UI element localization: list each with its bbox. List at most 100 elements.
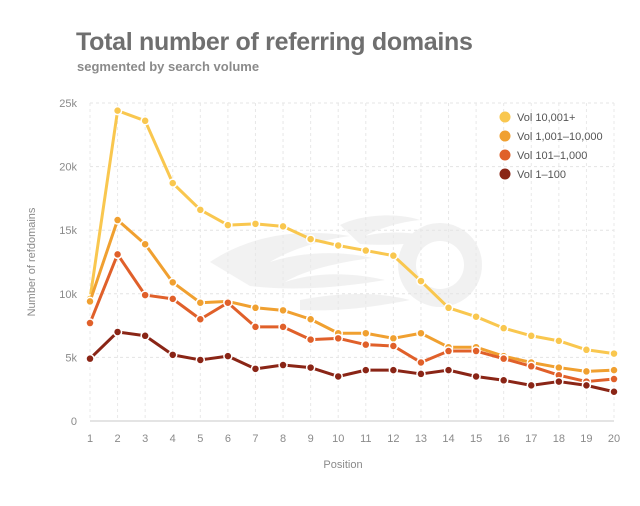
data-point[interactable]	[305, 334, 316, 345]
data-point[interactable]	[195, 297, 206, 308]
x-tick-label: 3	[142, 433, 148, 445]
data-point[interactable]	[609, 386, 619, 397]
data-point[interactable]	[140, 239, 150, 249]
data-point[interactable]	[416, 328, 426, 338]
data-point[interactable]	[443, 303, 454, 313]
x-axis-label: Position	[323, 459, 362, 471]
data-point[interactable]	[388, 365, 399, 375]
data-point[interactable]	[388, 333, 399, 344]
data-point[interactable]	[278, 322, 288, 332]
legend-marker	[499, 130, 511, 142]
data-point[interactable]	[195, 314, 206, 324]
data-point[interactable]	[250, 364, 261, 374]
data-point[interactable]	[140, 116, 150, 126]
x-tick-label: 10	[332, 433, 344, 445]
series-layer	[85, 105, 619, 397]
data-point[interactable]	[223, 297, 233, 308]
data-point[interactable]	[223, 351, 233, 361]
legend-label: Vol 1–100	[517, 169, 566, 181]
data-point[interactable]	[333, 371, 343, 382]
data-point[interactable]	[609, 374, 619, 384]
data-point[interactable]	[498, 353, 509, 364]
data-point[interactable]	[112, 215, 123, 225]
data-point[interactable]	[416, 276, 426, 286]
data-point[interactable]	[250, 303, 261, 313]
data-point[interactable]	[416, 357, 426, 368]
x-tick-label: 2	[115, 433, 121, 445]
data-point[interactable]	[416, 369, 426, 379]
data-point[interactable]	[278, 360, 288, 370]
data-point[interactable]	[305, 234, 316, 244]
data-point[interactable]	[498, 323, 509, 333]
data-point[interactable]	[167, 350, 178, 360]
data-point[interactable]	[167, 294, 178, 304]
y-axis-label: Number of refdomains	[26, 207, 38, 316]
data-point[interactable]	[526, 380, 537, 391]
y-tick-label: 15k	[59, 225, 77, 237]
data-point[interactable]	[361, 328, 371, 338]
data-point[interactable]	[554, 362, 564, 373]
data-point[interactable]	[140, 290, 150, 300]
x-tick-label: 19	[580, 433, 592, 445]
data-point[interactable]	[112, 249, 123, 260]
data-point[interactable]	[581, 366, 592, 377]
x-tick-label: 12	[387, 433, 399, 445]
legend-item[interactable]: Vol 101–1,000	[499, 149, 588, 163]
data-point[interactable]	[333, 333, 343, 344]
data-point[interactable]	[361, 339, 371, 350]
legend-item[interactable]: Vol 1,001–10,000	[499, 130, 603, 144]
data-point[interactable]	[85, 296, 95, 307]
legend-label: Vol 101–1,000	[517, 150, 587, 162]
data-point[interactable]	[112, 327, 123, 337]
y-axis: 0 5k 10k 15k 20k 25k	[59, 98, 77, 428]
logo-watermark	[210, 215, 482, 311]
data-point[interactable]	[388, 341, 399, 351]
data-point[interactable]	[305, 314, 316, 324]
data-point[interactable]	[498, 375, 509, 386]
data-point[interactable]	[223, 220, 233, 230]
data-point[interactable]	[471, 371, 481, 382]
data-point[interactable]	[443, 346, 454, 356]
y-tick-label: 25k	[59, 98, 77, 110]
data-point[interactable]	[278, 305, 288, 316]
data-point[interactable]	[305, 362, 316, 373]
legend-marker	[499, 168, 511, 180]
data-point[interactable]	[167, 178, 178, 188]
data-point[interactable]	[471, 346, 481, 356]
data-point[interactable]	[250, 322, 261, 332]
data-point[interactable]	[85, 318, 95, 328]
data-point[interactable]	[278, 221, 288, 232]
chart-subtitle: segmented by search volume	[77, 59, 260, 74]
y-tick-label: 20k	[59, 162, 77, 174]
data-point[interactable]	[140, 331, 150, 341]
x-tick-label: 11	[360, 433, 371, 445]
data-point[interactable]	[85, 353, 95, 364]
data-point[interactable]	[554, 336, 564, 346]
legend-item[interactable]: Vol 10,001+	[499, 111, 576, 125]
data-point[interactable]	[195, 355, 206, 365]
data-point[interactable]	[554, 376, 564, 387]
data-point[interactable]	[361, 245, 371, 256]
legend-item[interactable]: Vol 1–100	[499, 168, 566, 182]
x-tick-label: 20	[608, 433, 620, 445]
data-point[interactable]	[581, 345, 592, 355]
x-axis: 1 2 3 4 5 6 7 8 9 10 11 12 13 14 15 16 17 18 19 20	[87, 433, 620, 445]
data-point[interactable]	[361, 365, 371, 375]
series-line	[88, 252, 616, 384]
data-point[interactable]	[609, 348, 619, 359]
data-point[interactable]	[443, 365, 454, 375]
series-line	[88, 109, 616, 356]
x-tick-label: 7	[252, 433, 258, 445]
data-point[interactable]	[609, 365, 619, 375]
data-point[interactable]	[581, 380, 592, 391]
data-point[interactable]	[195, 205, 206, 215]
data-point[interactable]	[112, 105, 123, 116]
data-point[interactable]	[526, 361, 537, 372]
legend[interactable]: Vol 10,001+ Vol 1,001–10,000 Vol 101–1,000…	[499, 111, 603, 182]
data-point[interactable]	[471, 311, 481, 322]
data-point[interactable]	[167, 277, 178, 288]
data-point[interactable]	[388, 250, 399, 261]
data-point[interactable]	[250, 219, 261, 229]
data-point[interactable]	[333, 240, 343, 251]
data-point[interactable]	[526, 331, 537, 341]
